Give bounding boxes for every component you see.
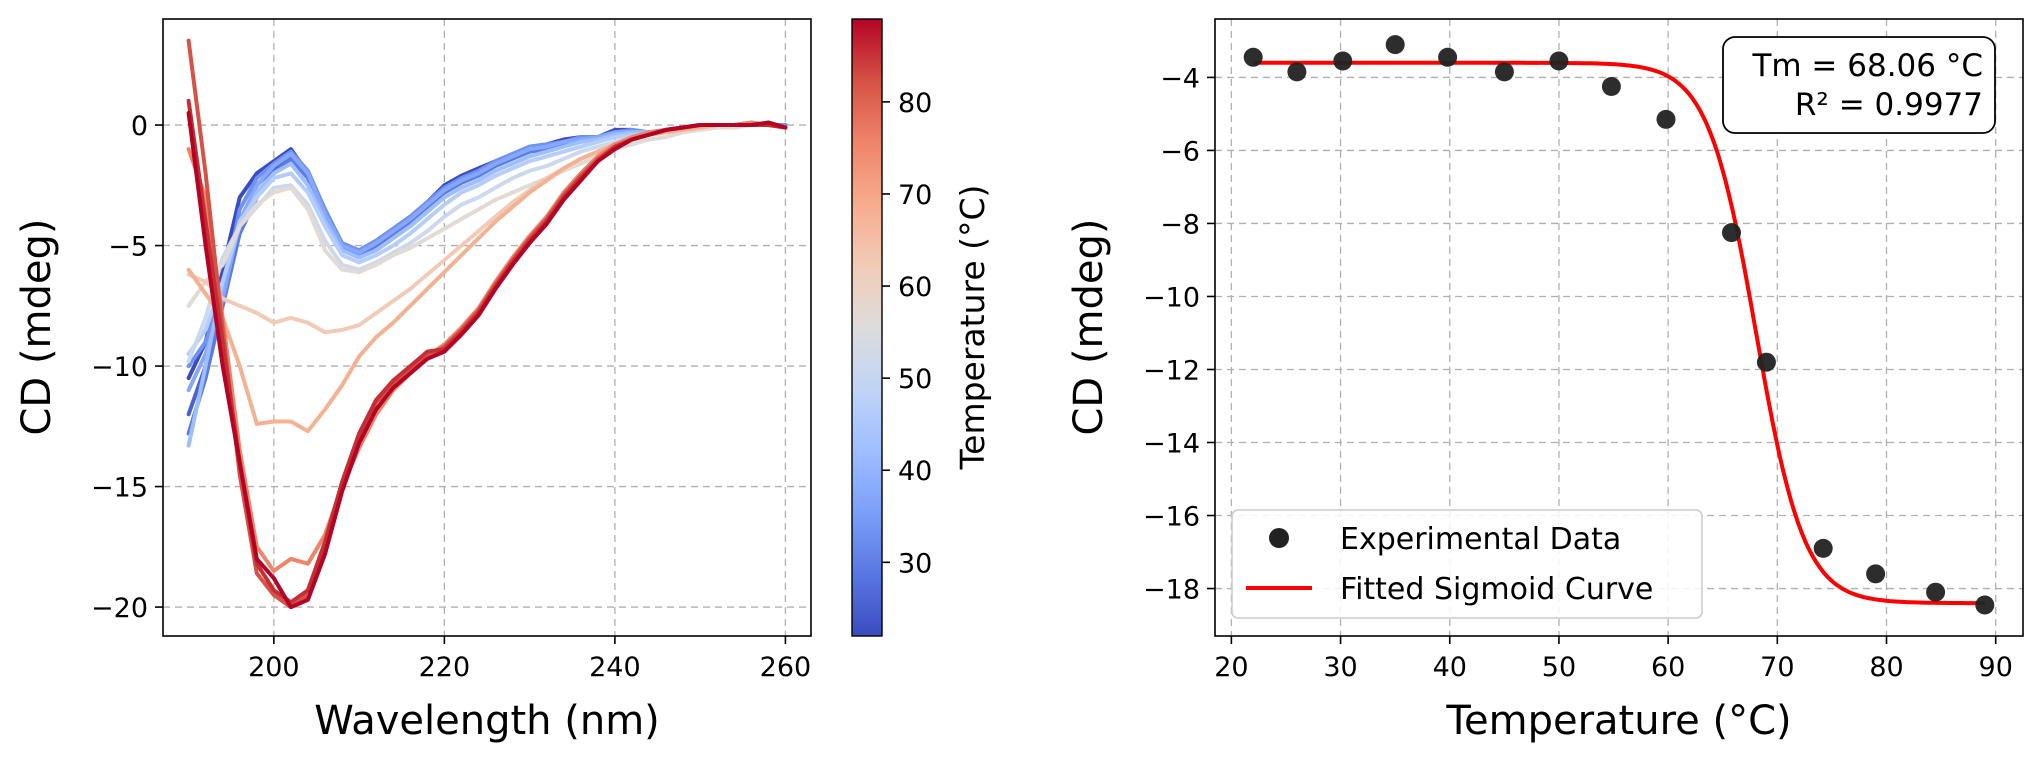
colorbar-tick-label-3: 60: [898, 272, 932, 303]
data-point-3: [1385, 35, 1405, 55]
right-points: [1243, 35, 1995, 615]
left-chart: 200 220 240 260 0 −5 −10 −15 −20 Wavelength (nm)…: [14, 18, 812, 744]
r-squared-annotation: R² = 0.9977: [1795, 87, 1983, 123]
left-ticks: 200 220 240 260 0 −5 −10 −15 −20: [91, 111, 811, 683]
fit-annotation: Tm = 68.06 °C R² = 0.9977: [1722, 36, 1996, 134]
left-ytick-label-0: 0: [131, 111, 148, 142]
colorbar-frame: [851, 18, 883, 637]
data-point-11: [1813, 538, 1833, 558]
data-point-12: [1866, 564, 1886, 584]
right-ytick-label-1: −6: [1160, 136, 1200, 167]
right-ticks: 20 30 40 50 60 70 80 90 −4 −6 −8 −10 −12 −14 −16 −18: [1143, 63, 2013, 683]
right-x-axis-title: Temperature (°C): [1445, 698, 1791, 744]
left-xtick-label-3: 260: [760, 652, 812, 683]
right-xtick-label-0: 20: [1214, 652, 1248, 683]
right-ytick-label-7: −18: [1143, 575, 1200, 606]
data-point-14: [1975, 595, 1995, 615]
left-ytick-label-1: −5: [108, 232, 148, 263]
right-ytick-label-0: −4: [1160, 63, 1200, 94]
colorbar-tick-label-4: 70: [898, 180, 932, 211]
left-series-line-89: [186, 111, 788, 610]
data-point-10: [1756, 352, 1776, 372]
right-y-axis-title: CD (mdeg): [1066, 218, 1112, 435]
left-x-axis-title: Wavelength (nm): [314, 698, 660, 744]
legend-marker-experimental: [1269, 528, 1289, 548]
right-ytick-label-6: −16: [1143, 502, 1200, 533]
left-gridlines: [163, 19, 811, 636]
data-point-5: [1494, 62, 1514, 82]
colorbar: 30 40 50 60 70 80 Temperature (°C): [851, 18, 992, 637]
left-ytick-label-4: −20: [91, 593, 148, 624]
tm-annotation: Tm = 68.06 °C: [1751, 48, 1983, 84]
left-y-axis-title: CD (mdeg): [14, 218, 60, 435]
right-xtick-label-4: 60: [1651, 652, 1685, 683]
colorbar-tick-label-5: 80: [898, 88, 932, 119]
left-series-lines: [186, 38, 788, 610]
legend-label-fit: Fitted Sigmoid Curve: [1340, 572, 1653, 607]
fitted-sigmoid-curve: [1253, 60, 1985, 606]
colorbar-gradient: [852, 19, 882, 636]
colorbar-tick-label-0: 30: [898, 548, 932, 579]
left-ytick-label-3: −15: [91, 473, 148, 504]
data-point-2: [1333, 51, 1353, 71]
data-point-0: [1243, 47, 1263, 67]
colorbar-title: Temperature (°C): [953, 185, 992, 471]
left-series-line-60: [186, 123, 788, 308]
right-ytick-label-5: −14: [1143, 429, 1200, 460]
right-ytick-label-3: −10: [1143, 282, 1200, 313]
legend-label-experimental: Experimental Data: [1340, 522, 1621, 557]
legend-box: [1231, 509, 1703, 619]
right-plot-frame: [1214, 18, 2024, 637]
right-xtick-label-5: 70: [1760, 652, 1794, 683]
data-point-9: [1722, 223, 1741, 243]
right-chart: 20 30 40 50 60 70 80 90 −4 −6 −8 −10 −12 −14 −16 −18 Te…: [1066, 18, 2024, 744]
fit-annotation-box: [1722, 36, 1996, 134]
right-ytick-label-4: −12: [1143, 355, 1200, 386]
left-xtick-label-2: 240: [589, 652, 641, 683]
left-xtick-label-0: 200: [248, 652, 300, 683]
data-point-4: [1438, 47, 1458, 67]
left-xtick-label-1: 220: [419, 652, 471, 683]
data-point-1: [1287, 62, 1307, 82]
right-xtick-label-6: 80: [1869, 652, 1903, 683]
right-xtick-label-1: 30: [1323, 652, 1357, 683]
legend: Experimental Data Fitted Sigmoid Curve: [1231, 509, 1703, 619]
right-xtick-label-7: 90: [1979, 652, 2013, 683]
data-point-13: [1926, 582, 1946, 602]
colorbar-tick-label-1: 40: [898, 456, 932, 487]
left-series-line-70: [186, 123, 788, 434]
right-ytick-label-2: −8: [1160, 209, 1200, 240]
right-xtick-label-2: 40: [1433, 652, 1467, 683]
data-point-6: [1549, 51, 1569, 71]
left-ytick-label-2: −10: [91, 352, 148, 383]
right-fit-curve-layer: [1253, 60, 1985, 606]
colorbar-ticks: 30 40 50 60 70 80: [882, 88, 932, 579]
data-point-8: [1656, 109, 1676, 129]
left-plot-frame: [162, 18, 812, 637]
data-point-7: [1601, 77, 1621, 96]
right-xtick-label-3: 50: [1542, 652, 1576, 683]
colorbar-tick-label-2: 50: [898, 364, 932, 395]
